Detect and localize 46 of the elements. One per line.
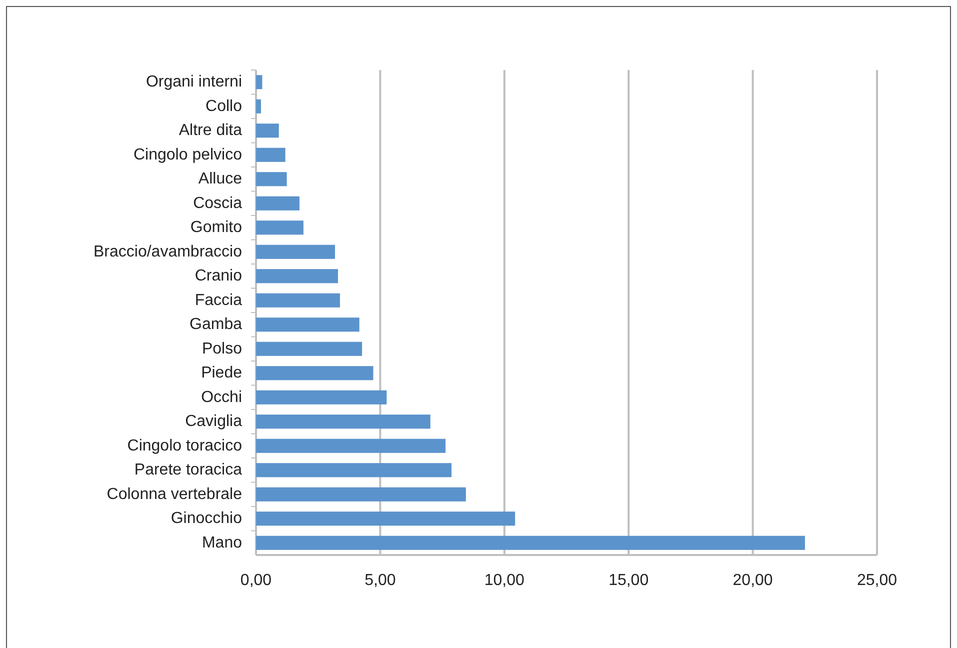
x-tick-label: 10,00 — [484, 572, 525, 589]
bar — [256, 172, 287, 186]
y-tick-label: Altre dita — [178, 122, 242, 140]
y-tick-label: Occhi — [201, 388, 242, 406]
y-tick-label: Coscia — [193, 194, 242, 212]
bar — [256, 463, 452, 478]
bar — [256, 220, 304, 235]
y-tick-label: Mano — [202, 534, 242, 552]
x-tick-label: 25,00 — [856, 572, 898, 589]
y-tick-label: Gomito — [190, 219, 242, 236]
y-tick-label: Faccia — [194, 292, 242, 309]
x-tick-label: 15,00 — [608, 572, 649, 589]
bar — [256, 124, 279, 138]
x-tick-label: 0,00 — [240, 572, 272, 589]
bar — [256, 390, 387, 404]
bar — [256, 318, 360, 332]
bar — [256, 487, 466, 502]
bar — [256, 196, 300, 210]
y-tick-label: Parete toracica — [134, 462, 242, 479]
y-tick-label: Cingolo toracico — [127, 437, 242, 454]
bar — [256, 244, 335, 259]
bar — [256, 512, 516, 526]
bar — [256, 99, 261, 114]
y-tick-label: Collo — [206, 98, 242, 115]
y-tick-label: Gamba — [190, 316, 242, 334]
bar — [256, 438, 446, 453]
bar — [256, 75, 262, 90]
x-tick-label: 20,00 — [732, 572, 773, 589]
y-tick-label: Organi interni — [146, 74, 242, 91]
bar — [256, 366, 374, 380]
x-tick-label: 5,00 — [364, 572, 396, 589]
y-tick-label: Polso — [202, 340, 242, 358]
y-tick-label: Braccio/avambraccio — [94, 243, 242, 260]
bar — [256, 269, 338, 284]
bar — [256, 342, 362, 356]
bar — [256, 148, 286, 162]
y-tick-label: Cranio — [194, 268, 242, 285]
bar — [256, 414, 430, 429]
y-tick-label: Piede — [201, 364, 242, 382]
bar — [256, 536, 805, 550]
y-tick-label: Caviglia — [185, 413, 242, 430]
y-tick-label: Ginocchio — [170, 510, 242, 528]
bar — [256, 293, 340, 308]
y-tick-label: Alluce — [198, 170, 242, 188]
y-tick-label: Cingolo pelvico — [133, 146, 242, 164]
y-tick-label: Colonna vertebrale — [106, 486, 242, 503]
